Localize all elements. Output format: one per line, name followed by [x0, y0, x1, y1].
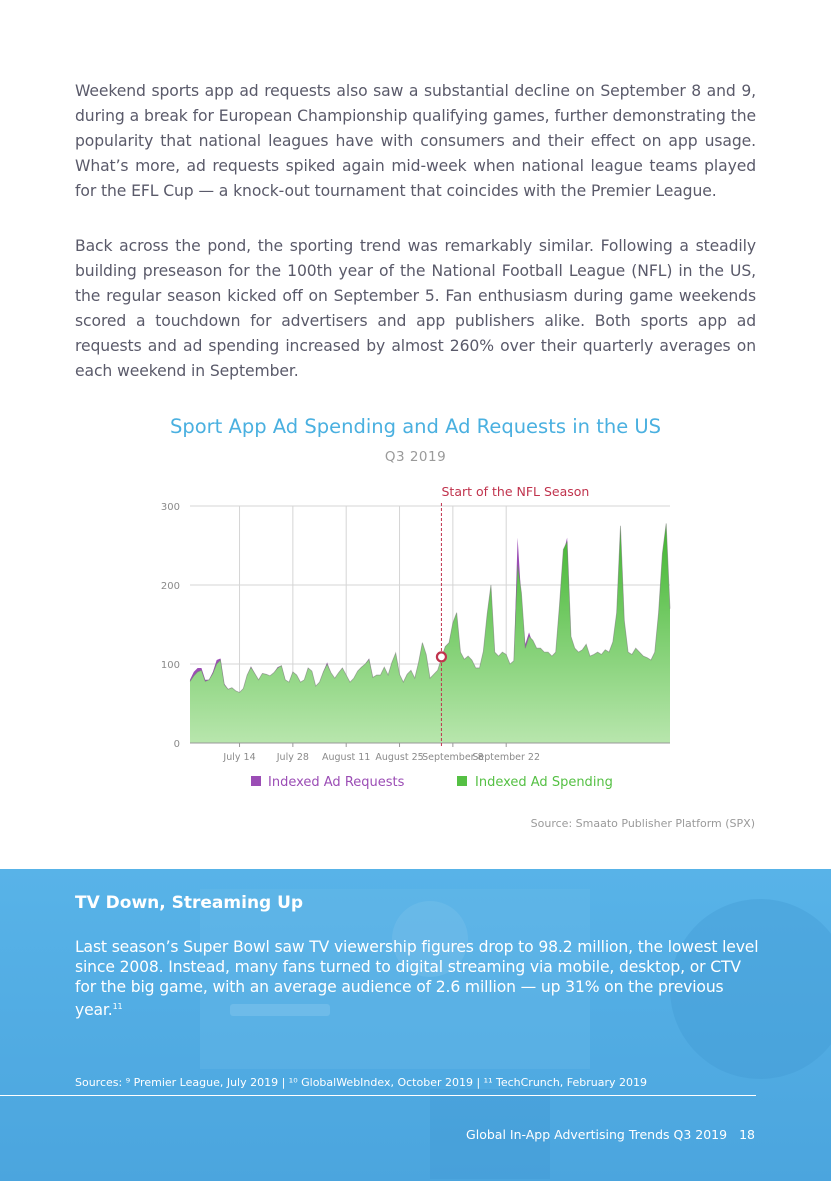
footer-divider: [0, 1095, 756, 1096]
chart: 0 100 200 300 July 14 July 28 August 11 August …: [161, 484, 671, 790]
chart-axes: 0 100 200 300 July 14 July 28 August 11 August …: [161, 502, 670, 763]
nfl-season-annotation-label: Start of the NFL Season: [441, 484, 589, 499]
chart-annotation-layer: Start of the NFL Season: [435, 484, 589, 747]
footer-title: Global In-App Advertising Trends Q3 2019: [466, 1127, 728, 1142]
band-body-ref: 11: [112, 1002, 123, 1011]
x-tick-label: August 25: [375, 752, 423, 763]
nfl-season-marker-dot: [435, 651, 448, 663]
chart-areas: [189, 523, 671, 743]
page-footer: Global In-App Advertising Trends Q3 2019…: [466, 1127, 755, 1142]
info-band: TV Down, Streaming Up Last season’s Supe…: [0, 869, 831, 1181]
source-note: Source: Smaato Publisher Platform (SPX): [530, 817, 755, 830]
series-area-ad-spending: [190, 523, 670, 743]
band-body: Last season’s Super Bowl saw TV viewersh…: [75, 937, 759, 1020]
chart-title: Sport App Ad Spending and Ad Requests in…: [169, 415, 662, 438]
band-sources: Sources: ⁹ Premier League, July 2019 | ¹…: [75, 1076, 648, 1089]
legend-swatch-ad-requests: [251, 776, 261, 786]
legend-label-ad-requests: Indexed Ad Requests: [268, 775, 405, 790]
x-tick-label: August 11: [322, 752, 370, 763]
paragraph-nfl: Back across the pond, the sporting trend…: [75, 237, 756, 380]
chart-subtitle: Q3 2019: [384, 449, 447, 465]
series-line-ad-spending: [189, 523, 671, 693]
x-tick-label: September 22: [472, 752, 540, 763]
page-number: 18: [739, 1127, 755, 1142]
x-tick-label: July 28: [276, 752, 309, 763]
x-tick-label: September 8: [422, 752, 484, 763]
legend-swatch-ad-spending: [457, 776, 467, 786]
legend-label-ad-spending: Indexed Ad Spending: [475, 775, 613, 790]
y-tick-label: 0: [174, 739, 180, 750]
band-heading: TV Down, Streaming Up: [75, 893, 304, 913]
y-tick-label: 300: [161, 502, 180, 513]
y-tick-label: 100: [161, 660, 180, 671]
band-body-text: Last season’s Super Bowl saw TV viewersh…: [75, 938, 759, 1020]
x-tick-label: July 14: [222, 752, 255, 763]
background-tv-image: [200, 889, 831, 1179]
y-tick-label: 200: [161, 581, 180, 592]
chart-legend: Indexed Ad Requests Indexed Ad Spending: [251, 775, 613, 790]
paragraph-premier-league: Weekend sports app ad requests also saw …: [75, 82, 756, 200]
